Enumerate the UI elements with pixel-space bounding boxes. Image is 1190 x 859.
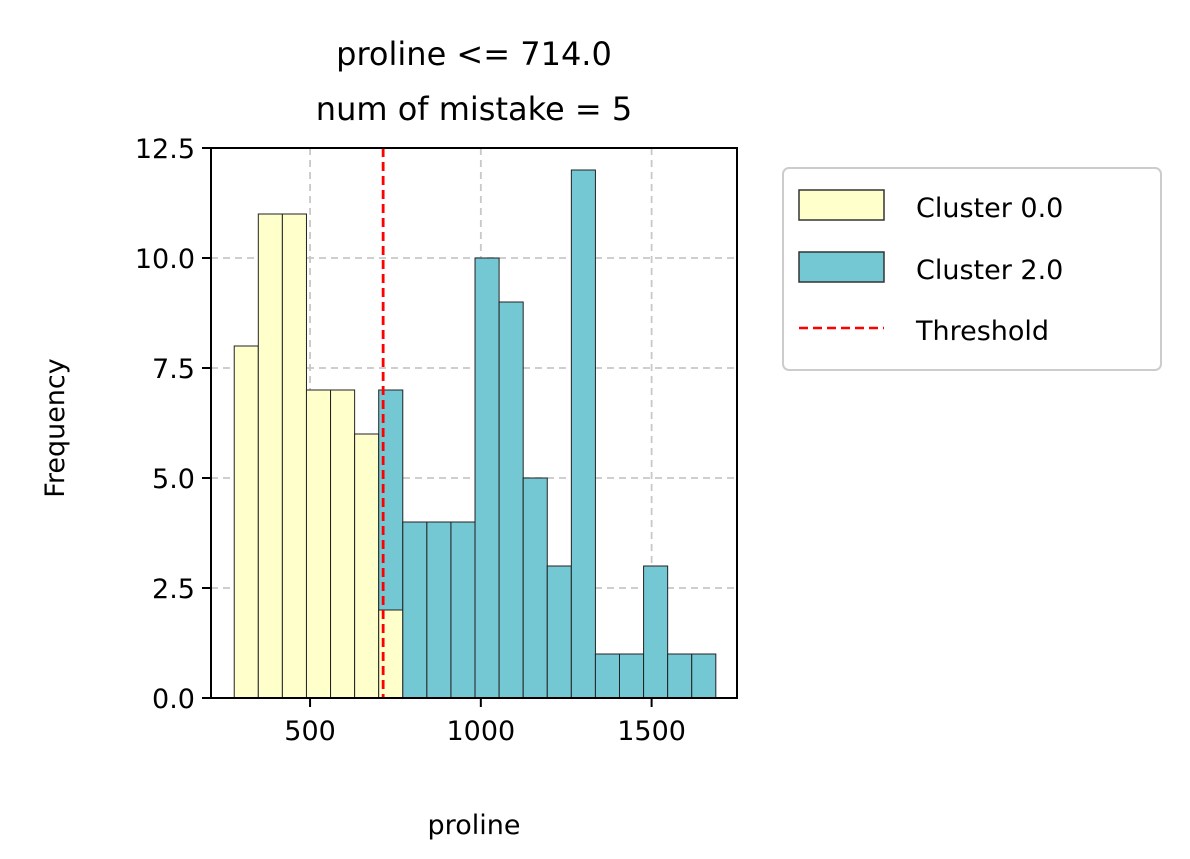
chart-title: proline <= 714.0 num of mistake = 5 [316,35,632,128]
bars [233,169,717,699]
bar-cluster-2 [474,257,500,699]
y-axis-label: Frequency [40,358,71,498]
x-axis-label: proline [428,810,521,841]
y-tick-label: 5.0 [152,464,195,495]
y-tick-label: 0.0 [152,684,195,715]
legend-label-cluster-0: Cluster 0.0 [916,193,1063,224]
x-tick-label: 500 [284,716,336,747]
bar-cluster-2 [522,477,548,699]
bar-cluster-2 [667,653,693,699]
y-axis-ticks: 0.0 2.5 5.0 7.5 10.0 12.5 [135,134,211,715]
y-tick-label: 2.5 [152,574,195,605]
bar-cluster-2 [619,653,645,699]
bar-cluster-2 [426,521,452,699]
title-line-1: proline <= 714.0 [336,35,612,73]
bar-cluster-2 [402,521,428,699]
y-tick-label: 7.5 [152,354,195,385]
bar-cluster-2 [546,565,572,699]
legend: Cluster 0.0 Cluster 2.0 Threshold [782,167,1162,371]
x-axis-ticks: 500 1000 1500 [284,698,686,747]
legend-label-threshold: Threshold [915,316,1049,347]
bar-cluster-2 [643,565,669,699]
bar-cluster-2 [691,653,717,699]
y-tick-label: 10.0 [135,244,195,275]
bar-cluster-0 [305,389,332,699]
legend-swatch-cluster-0 [798,189,885,221]
bar-cluster-0 [257,213,283,699]
bar-cluster-2 [498,301,524,699]
x-tick-label: 1500 [617,716,686,747]
bar-cluster-2 [570,169,596,699]
bar-cluster-2 [450,521,476,699]
title-line-2: num of mistake = 5 [316,90,632,128]
bar-cluster-0 [354,433,380,699]
bar-cluster-0 [330,389,356,699]
legend-swatch-cluster-2 [798,251,885,283]
legend-label-cluster-2: Cluster 2.0 [916,255,1063,286]
bar-cluster-2 [594,653,621,699]
plot-frame [210,147,738,699]
y-tick-label: 12.5 [135,134,195,165]
bar-cluster-0 [233,345,259,699]
bar-cluster-0 [281,213,307,699]
x-tick-label: 1000 [446,716,515,747]
